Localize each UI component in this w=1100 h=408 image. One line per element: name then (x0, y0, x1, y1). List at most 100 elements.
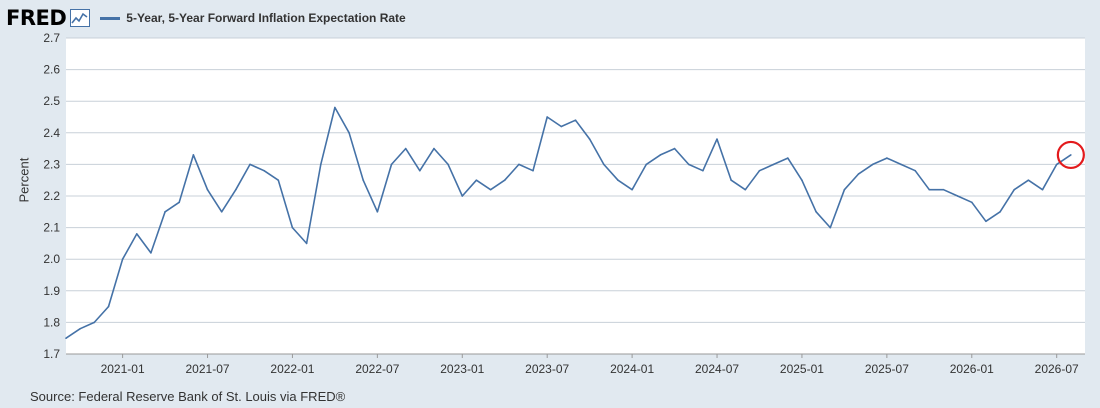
x-tick-label: 2026-01 (950, 362, 994, 376)
data-point (645, 163, 648, 166)
data-point (277, 179, 280, 181)
x-tick-label: 2025-07 (865, 362, 909, 376)
data-point (461, 195, 464, 197)
data-point (956, 195, 959, 197)
data-point (249, 163, 251, 166)
series-title: 5-Year, 5-Year Forward Inflation Expecta… (126, 11, 406, 25)
data-point (419, 169, 421, 172)
data-point (93, 321, 96, 324)
data-point (475, 179, 478, 181)
fred-logo[interactable]: FRED (6, 6, 67, 30)
data-point (135, 233, 138, 235)
data-point (942, 188, 945, 191)
data-point (857, 173, 860, 175)
data-point (560, 125, 563, 128)
data-point (348, 132, 350, 134)
line-graph-icon (70, 9, 91, 27)
data-point (532, 169, 534, 172)
y-tick-label: 2.0 (43, 252, 60, 266)
data-point (206, 188, 209, 191)
data-point (815, 211, 817, 213)
data-point (730, 179, 732, 181)
data-point (843, 188, 846, 191)
data-point (404, 147, 407, 150)
data-point (631, 188, 633, 191)
data-point (574, 119, 577, 121)
data-point (376, 211, 379, 213)
data-point (178, 201, 181, 204)
data-point (758, 169, 761, 172)
data-point (1027, 179, 1030, 181)
data-point (1013, 188, 1016, 191)
data-point (390, 163, 393, 166)
y-tick-label: 1.7 (43, 347, 60, 361)
y-tick-label: 2.1 (43, 221, 60, 235)
x-tick-label: 2023-07 (525, 362, 569, 376)
data-point (716, 138, 718, 140)
highlight-circle (1056, 140, 1085, 170)
data-point (1041, 188, 1044, 191)
data-point (433, 147, 435, 150)
data-point (702, 169, 704, 172)
y-tick-label: 2.2 (43, 189, 60, 203)
data-point (164, 211, 166, 213)
data-point (503, 179, 506, 181)
chart-header: FRED 5-Year, 5-Year Forward Inflation Ex… (6, 4, 406, 32)
y-tick-label: 1.8 (43, 315, 60, 329)
data-point (829, 226, 832, 229)
data-point (985, 220, 987, 223)
source-note: Source: Federal Reserve Bank of St. Loui… (30, 389, 346, 404)
data-point (659, 154, 662, 156)
legend-swatch (100, 16, 121, 20)
data-point (687, 163, 690, 166)
data-point (1055, 163, 1058, 166)
data-point (617, 179, 619, 181)
data-point (546, 116, 548, 118)
x-tick-label: 2022-01 (270, 362, 314, 376)
data-point (518, 163, 520, 166)
data-point (220, 211, 223, 213)
series-line (65, 106, 1072, 339)
data-point (121, 258, 124, 261)
data-point (150, 252, 152, 254)
data-point (362, 179, 365, 181)
y-tick-label: 2.4 (43, 126, 60, 140)
data-point (489, 188, 492, 191)
x-tick-label: 2024-07 (695, 362, 739, 376)
data-point (786, 157, 789, 159)
data-point (928, 188, 931, 191)
data-point (970, 201, 973, 204)
x-tick-label: 2025-01 (780, 362, 824, 376)
data-point (291, 226, 294, 229)
y-tick-label: 2.7 (43, 31, 60, 45)
x-tick-label: 2023-01 (440, 362, 484, 376)
data-point (801, 179, 803, 181)
data-point (1070, 154, 1072, 156)
data-point (305, 242, 308, 245)
y-tick-label: 2.5 (43, 94, 60, 108)
data-point (900, 163, 902, 166)
x-tick-label: 2022-07 (355, 362, 399, 376)
data-point (107, 305, 110, 308)
data-point (79, 327, 81, 330)
x-tick-label: 2021-01 (101, 362, 145, 376)
data-point (914, 169, 916, 172)
y-tick-label: 2.6 (43, 63, 60, 77)
x-tick-label: 2024-01 (610, 362, 654, 376)
data-point (886, 157, 888, 159)
y-tick-label: 2.3 (43, 157, 60, 171)
data-point (744, 188, 747, 191)
data-point (263, 169, 265, 172)
data-point (192, 154, 195, 156)
x-tick-label: 2026-07 (1035, 362, 1079, 376)
data-point (772, 163, 775, 166)
data-point (673, 147, 676, 150)
x-tick-label: 2021-07 (186, 362, 230, 376)
y-tick-label: 1.9 (43, 284, 60, 298)
data-point (588, 138, 591, 140)
data-point (235, 188, 237, 191)
data-point (999, 211, 1001, 213)
data-point (871, 163, 874, 166)
data-point (603, 163, 605, 166)
